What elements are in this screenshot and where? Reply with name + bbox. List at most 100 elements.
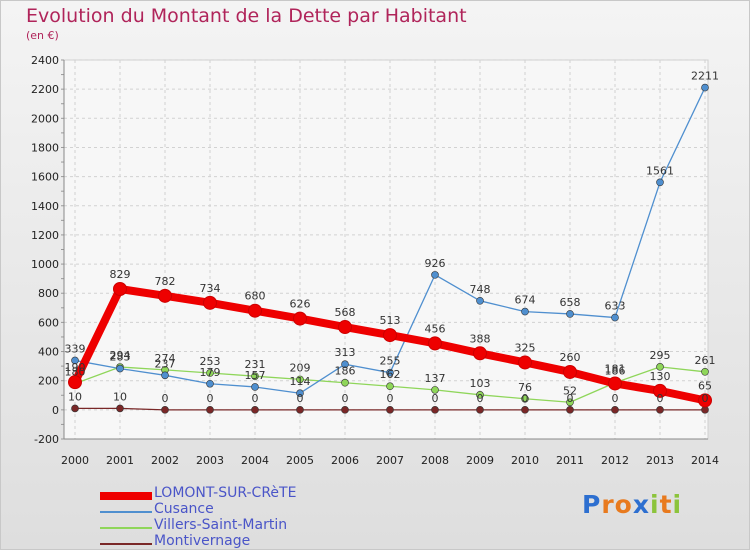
data-label: 186 [605, 365, 626, 378]
data-label: 0 [252, 392, 259, 405]
x-tick-label: 2004 [241, 454, 269, 467]
data-label: 0 [657, 392, 664, 405]
y-tick-label: 2000 [31, 112, 59, 125]
data-label: 0 [342, 392, 349, 405]
data-point [473, 346, 487, 361]
x-tick-label: 2014 [691, 454, 719, 467]
data-label: 680 [245, 290, 266, 303]
data-label: 513 [380, 314, 401, 327]
data-point [518, 355, 532, 370]
x-tick-label: 2012 [601, 454, 629, 467]
data-label: 114 [290, 375, 311, 388]
data-point [698, 393, 712, 408]
logo-letter: P [582, 490, 602, 519]
data-point [296, 406, 304, 414]
data-label: 0 [567, 392, 574, 405]
data-label: 231 [245, 358, 266, 371]
data-point [701, 406, 709, 414]
data-point [566, 398, 574, 407]
logo-letter: i [650, 490, 660, 519]
x-tick-label: 2009 [466, 454, 494, 467]
data-point [476, 297, 484, 305]
data-label: 253 [200, 355, 221, 368]
legend-swatch-lomont [100, 492, 152, 500]
data-label: 0 [477, 392, 484, 405]
data-point [566, 310, 574, 318]
y-tick-label: 1200 [31, 229, 59, 242]
logo-letter: o [614, 490, 633, 519]
legend-label-cusance: Cusance [154, 501, 214, 517]
data-label: 313 [335, 346, 356, 359]
legend-label-lomont: LOMONT-SUR-CRèTE [154, 485, 297, 501]
logo-letter: r [601, 490, 615, 519]
data-label: 0 [297, 392, 304, 405]
data-label: 181 [605, 362, 626, 375]
data-point [68, 375, 82, 390]
y-tick-label: 1000 [31, 258, 59, 271]
data-label: 237 [155, 357, 176, 370]
y-tick-label: 1400 [31, 200, 59, 213]
logo-letter: i [672, 490, 683, 519]
data-label: 186 [335, 365, 356, 378]
data-label: 179 [200, 366, 221, 379]
x-tick-label: 2011 [556, 454, 584, 467]
data-point [71, 356, 79, 365]
data-point [116, 364, 124, 373]
data-point [341, 406, 349, 414]
data-label: 274 [155, 352, 176, 365]
data-label: 260 [560, 351, 581, 364]
x-tick-label: 2000 [61, 454, 89, 467]
logo-letter: x [632, 490, 650, 519]
data-point [656, 363, 664, 371]
data-point [653, 383, 667, 398]
data-point [608, 376, 622, 391]
y-tick-label: 2400 [31, 54, 59, 67]
data-label: 137 [425, 372, 446, 385]
y-tick-label: 2200 [31, 83, 59, 96]
data-label: 283 [110, 351, 131, 364]
data-point [158, 288, 172, 303]
data-point [251, 383, 259, 391]
legend-label-montivernage: Montivernage [154, 533, 251, 549]
y-tick-label: 1800 [31, 141, 59, 154]
y-tick-label: 800 [38, 287, 59, 300]
data-point [161, 371, 169, 380]
data-point [251, 406, 259, 414]
x-tick-label: 2006 [331, 454, 359, 467]
data-point [116, 404, 124, 413]
data-label: 162 [380, 368, 401, 381]
data-point [563, 364, 577, 379]
data-label: 65 [698, 379, 712, 392]
data-point [566, 406, 574, 414]
data-label: 782 [155, 275, 176, 288]
x-tick-label: 2010 [511, 454, 539, 467]
data-label: 157 [245, 369, 266, 382]
data-point [386, 368, 394, 377]
data-point [296, 375, 304, 384]
data-label: 0 [207, 392, 214, 405]
data-label: 674 [515, 294, 536, 307]
data-label: 76 [518, 381, 532, 394]
data-point [206, 369, 214, 377]
data-label: 2211 [691, 70, 719, 83]
legend-swatch-montivernage [100, 543, 152, 545]
proxiti-logo: Proxiti [582, 490, 682, 519]
data-point [701, 368, 709, 376]
data-label: 339 [65, 342, 86, 355]
data-point [206, 406, 214, 414]
data-label: 388 [470, 332, 491, 345]
data-point [656, 178, 664, 187]
chart-title: Evolution du Montant de la Dette par Hab… [26, 5, 467, 27]
data-label: 0 [702, 392, 709, 405]
data-label: 261 [695, 354, 716, 367]
data-label: 626 [290, 298, 311, 311]
data-point [701, 83, 709, 92]
data-point [521, 406, 529, 414]
data-label: 103 [470, 377, 491, 390]
data-label: 10 [113, 390, 127, 403]
logo-letter: t [659, 490, 673, 519]
data-label: 568 [335, 306, 356, 319]
x-tick-label: 2003 [196, 454, 224, 467]
data-label: 456 [425, 322, 446, 335]
